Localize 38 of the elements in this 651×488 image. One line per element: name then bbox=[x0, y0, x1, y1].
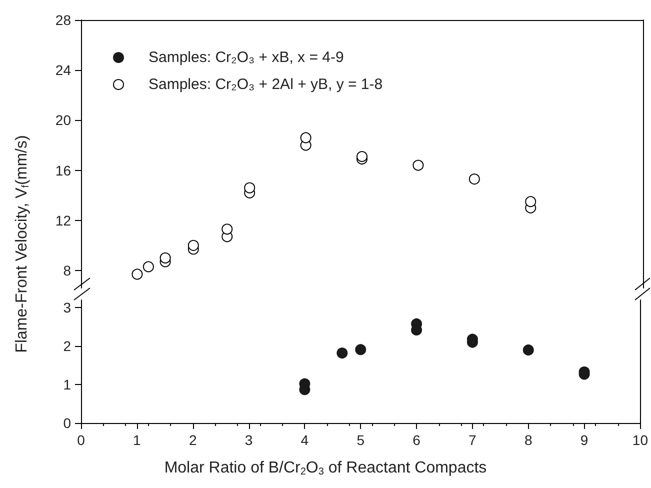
point bbox=[244, 182, 256, 194]
x-tick-label: 1 bbox=[133, 432, 142, 448]
y-tick-label: 24 bbox=[55, 62, 72, 78]
x-tick-label: 7 bbox=[468, 432, 477, 448]
x-tick-label: 2 bbox=[188, 432, 197, 448]
legend-label: Samples: Cr₂O₃ + xB, x = 4-9 bbox=[148, 49, 344, 66]
x-tick-label: 9 bbox=[580, 432, 588, 448]
point bbox=[355, 344, 366, 356]
point bbox=[356, 151, 368, 162]
point bbox=[160, 252, 171, 264]
point bbox=[132, 268, 143, 280]
point bbox=[300, 132, 312, 144]
y-tick-label: 16 bbox=[55, 162, 72, 178]
y-axis-title: Flame-Front Velocity, Vf(mm/s) bbox=[14, 135, 32, 353]
y-tick-label: 8 bbox=[63, 262, 72, 278]
x-tick-label: 3 bbox=[244, 432, 253, 448]
point bbox=[142, 261, 154, 272]
y-tick-label: 2 bbox=[63, 338, 72, 354]
y-tick-label: 20 bbox=[55, 112, 72, 128]
point bbox=[336, 348, 348, 359]
y-tick-label: 28 bbox=[55, 12, 72, 28]
point bbox=[412, 160, 424, 171]
x-tick-label: 6 bbox=[412, 432, 421, 448]
y-tick-label: 12 bbox=[55, 212, 72, 228]
y-tick-label: 3 bbox=[63, 300, 72, 316]
x-tick-label: 8 bbox=[524, 432, 532, 448]
legend-label: Samples: Cr₂O₃ + 2Al + yB, y = 1-8 bbox=[148, 76, 383, 93]
x-tick-label: 0 bbox=[77, 432, 86, 448]
y-tick-label: 0 bbox=[63, 415, 72, 431]
x-tick-label: 4 bbox=[300, 432, 309, 448]
point bbox=[222, 224, 233, 235]
y-tick-label: 1 bbox=[63, 376, 72, 393]
x-tick-label: 10 bbox=[632, 432, 648, 448]
point bbox=[188, 240, 199, 251]
point bbox=[525, 196, 536, 208]
point bbox=[522, 344, 534, 356]
x-tick-label: 5 bbox=[356, 432, 365, 448]
point bbox=[468, 174, 480, 185]
